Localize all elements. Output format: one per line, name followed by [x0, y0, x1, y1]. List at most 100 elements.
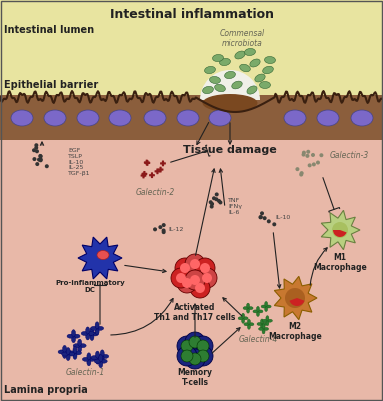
Circle shape — [209, 200, 213, 204]
Circle shape — [193, 346, 213, 366]
Ellipse shape — [205, 66, 215, 74]
Ellipse shape — [73, 344, 80, 348]
Text: Intestinal lumen: Intestinal lumen — [4, 25, 94, 35]
Ellipse shape — [247, 303, 250, 308]
Ellipse shape — [258, 310, 263, 313]
Ellipse shape — [44, 110, 66, 126]
Circle shape — [153, 227, 157, 231]
Text: Epithelial barrier: Epithelial barrier — [4, 80, 98, 90]
Circle shape — [214, 197, 218, 201]
Ellipse shape — [177, 110, 199, 126]
Ellipse shape — [100, 356, 104, 363]
Circle shape — [311, 153, 315, 157]
Ellipse shape — [250, 59, 260, 67]
Ellipse shape — [66, 348, 70, 354]
Ellipse shape — [244, 323, 249, 326]
Ellipse shape — [100, 350, 104, 357]
Ellipse shape — [66, 354, 70, 360]
Circle shape — [200, 263, 210, 273]
Circle shape — [210, 205, 214, 209]
Ellipse shape — [82, 357, 89, 361]
Circle shape — [306, 150, 310, 154]
Ellipse shape — [235, 51, 246, 59]
Circle shape — [260, 211, 264, 215]
Ellipse shape — [86, 333, 90, 340]
Circle shape — [197, 268, 217, 288]
Circle shape — [299, 172, 303, 176]
Text: Commensal
microbiota: Commensal microbiota — [219, 28, 265, 48]
Text: TNF
IFNγ
IL-6: TNF IFNγ IL-6 — [228, 198, 242, 215]
Circle shape — [195, 283, 205, 293]
Ellipse shape — [266, 316, 269, 321]
Ellipse shape — [73, 334, 80, 338]
Ellipse shape — [262, 322, 267, 326]
FancyBboxPatch shape — [146, 160, 149, 166]
Circle shape — [259, 215, 263, 219]
Text: IL-10: IL-10 — [275, 215, 290, 220]
Ellipse shape — [249, 323, 254, 326]
Circle shape — [37, 158, 41, 162]
Circle shape — [197, 350, 209, 362]
Circle shape — [319, 153, 323, 157]
Ellipse shape — [262, 329, 265, 334]
Circle shape — [175, 258, 195, 278]
FancyBboxPatch shape — [154, 170, 160, 172]
Ellipse shape — [266, 305, 271, 308]
Circle shape — [185, 332, 205, 352]
Circle shape — [195, 258, 215, 278]
FancyBboxPatch shape — [0, 0, 383, 120]
FancyBboxPatch shape — [144, 161, 150, 164]
Text: IL-12: IL-12 — [168, 227, 183, 232]
Ellipse shape — [264, 327, 268, 330]
Ellipse shape — [58, 350, 65, 354]
Ellipse shape — [255, 74, 265, 82]
Circle shape — [190, 275, 200, 285]
Circle shape — [34, 143, 38, 147]
Text: Activated
Th1 and Th17 cells: Activated Th1 and Th17 cells — [154, 303, 236, 322]
Ellipse shape — [267, 319, 272, 322]
Ellipse shape — [253, 310, 258, 313]
Ellipse shape — [62, 351, 67, 358]
Polygon shape — [78, 237, 122, 279]
Ellipse shape — [62, 352, 69, 356]
Ellipse shape — [95, 357, 100, 364]
Circle shape — [45, 164, 49, 168]
Circle shape — [180, 263, 190, 273]
Circle shape — [210, 202, 214, 206]
Text: Tissue damage: Tissue damage — [183, 145, 277, 155]
Ellipse shape — [86, 327, 90, 334]
Ellipse shape — [77, 110, 99, 126]
Ellipse shape — [68, 352, 75, 356]
Ellipse shape — [215, 84, 225, 92]
Ellipse shape — [224, 71, 236, 79]
FancyBboxPatch shape — [158, 168, 164, 171]
Ellipse shape — [78, 345, 82, 352]
Circle shape — [181, 350, 193, 362]
FancyBboxPatch shape — [159, 167, 162, 172]
Circle shape — [305, 154, 309, 158]
Ellipse shape — [248, 307, 253, 310]
FancyBboxPatch shape — [142, 172, 145, 178]
Ellipse shape — [99, 360, 103, 368]
FancyBboxPatch shape — [151, 172, 153, 178]
Circle shape — [162, 229, 165, 233]
Circle shape — [182, 278, 192, 288]
Ellipse shape — [247, 324, 250, 329]
Circle shape — [35, 162, 39, 166]
Circle shape — [285, 288, 305, 308]
Ellipse shape — [91, 326, 98, 330]
Text: Lamina propria: Lamina propria — [4, 385, 88, 395]
Wedge shape — [290, 298, 304, 306]
Ellipse shape — [213, 54, 223, 62]
FancyBboxPatch shape — [141, 174, 146, 176]
Ellipse shape — [265, 302, 268, 306]
Circle shape — [177, 346, 197, 366]
Circle shape — [185, 349, 205, 369]
Circle shape — [190, 278, 210, 298]
Ellipse shape — [95, 322, 99, 329]
Ellipse shape — [85, 332, 92, 336]
Circle shape — [259, 215, 262, 219]
Circle shape — [35, 149, 39, 153]
Ellipse shape — [247, 308, 250, 313]
Ellipse shape — [95, 351, 100, 358]
